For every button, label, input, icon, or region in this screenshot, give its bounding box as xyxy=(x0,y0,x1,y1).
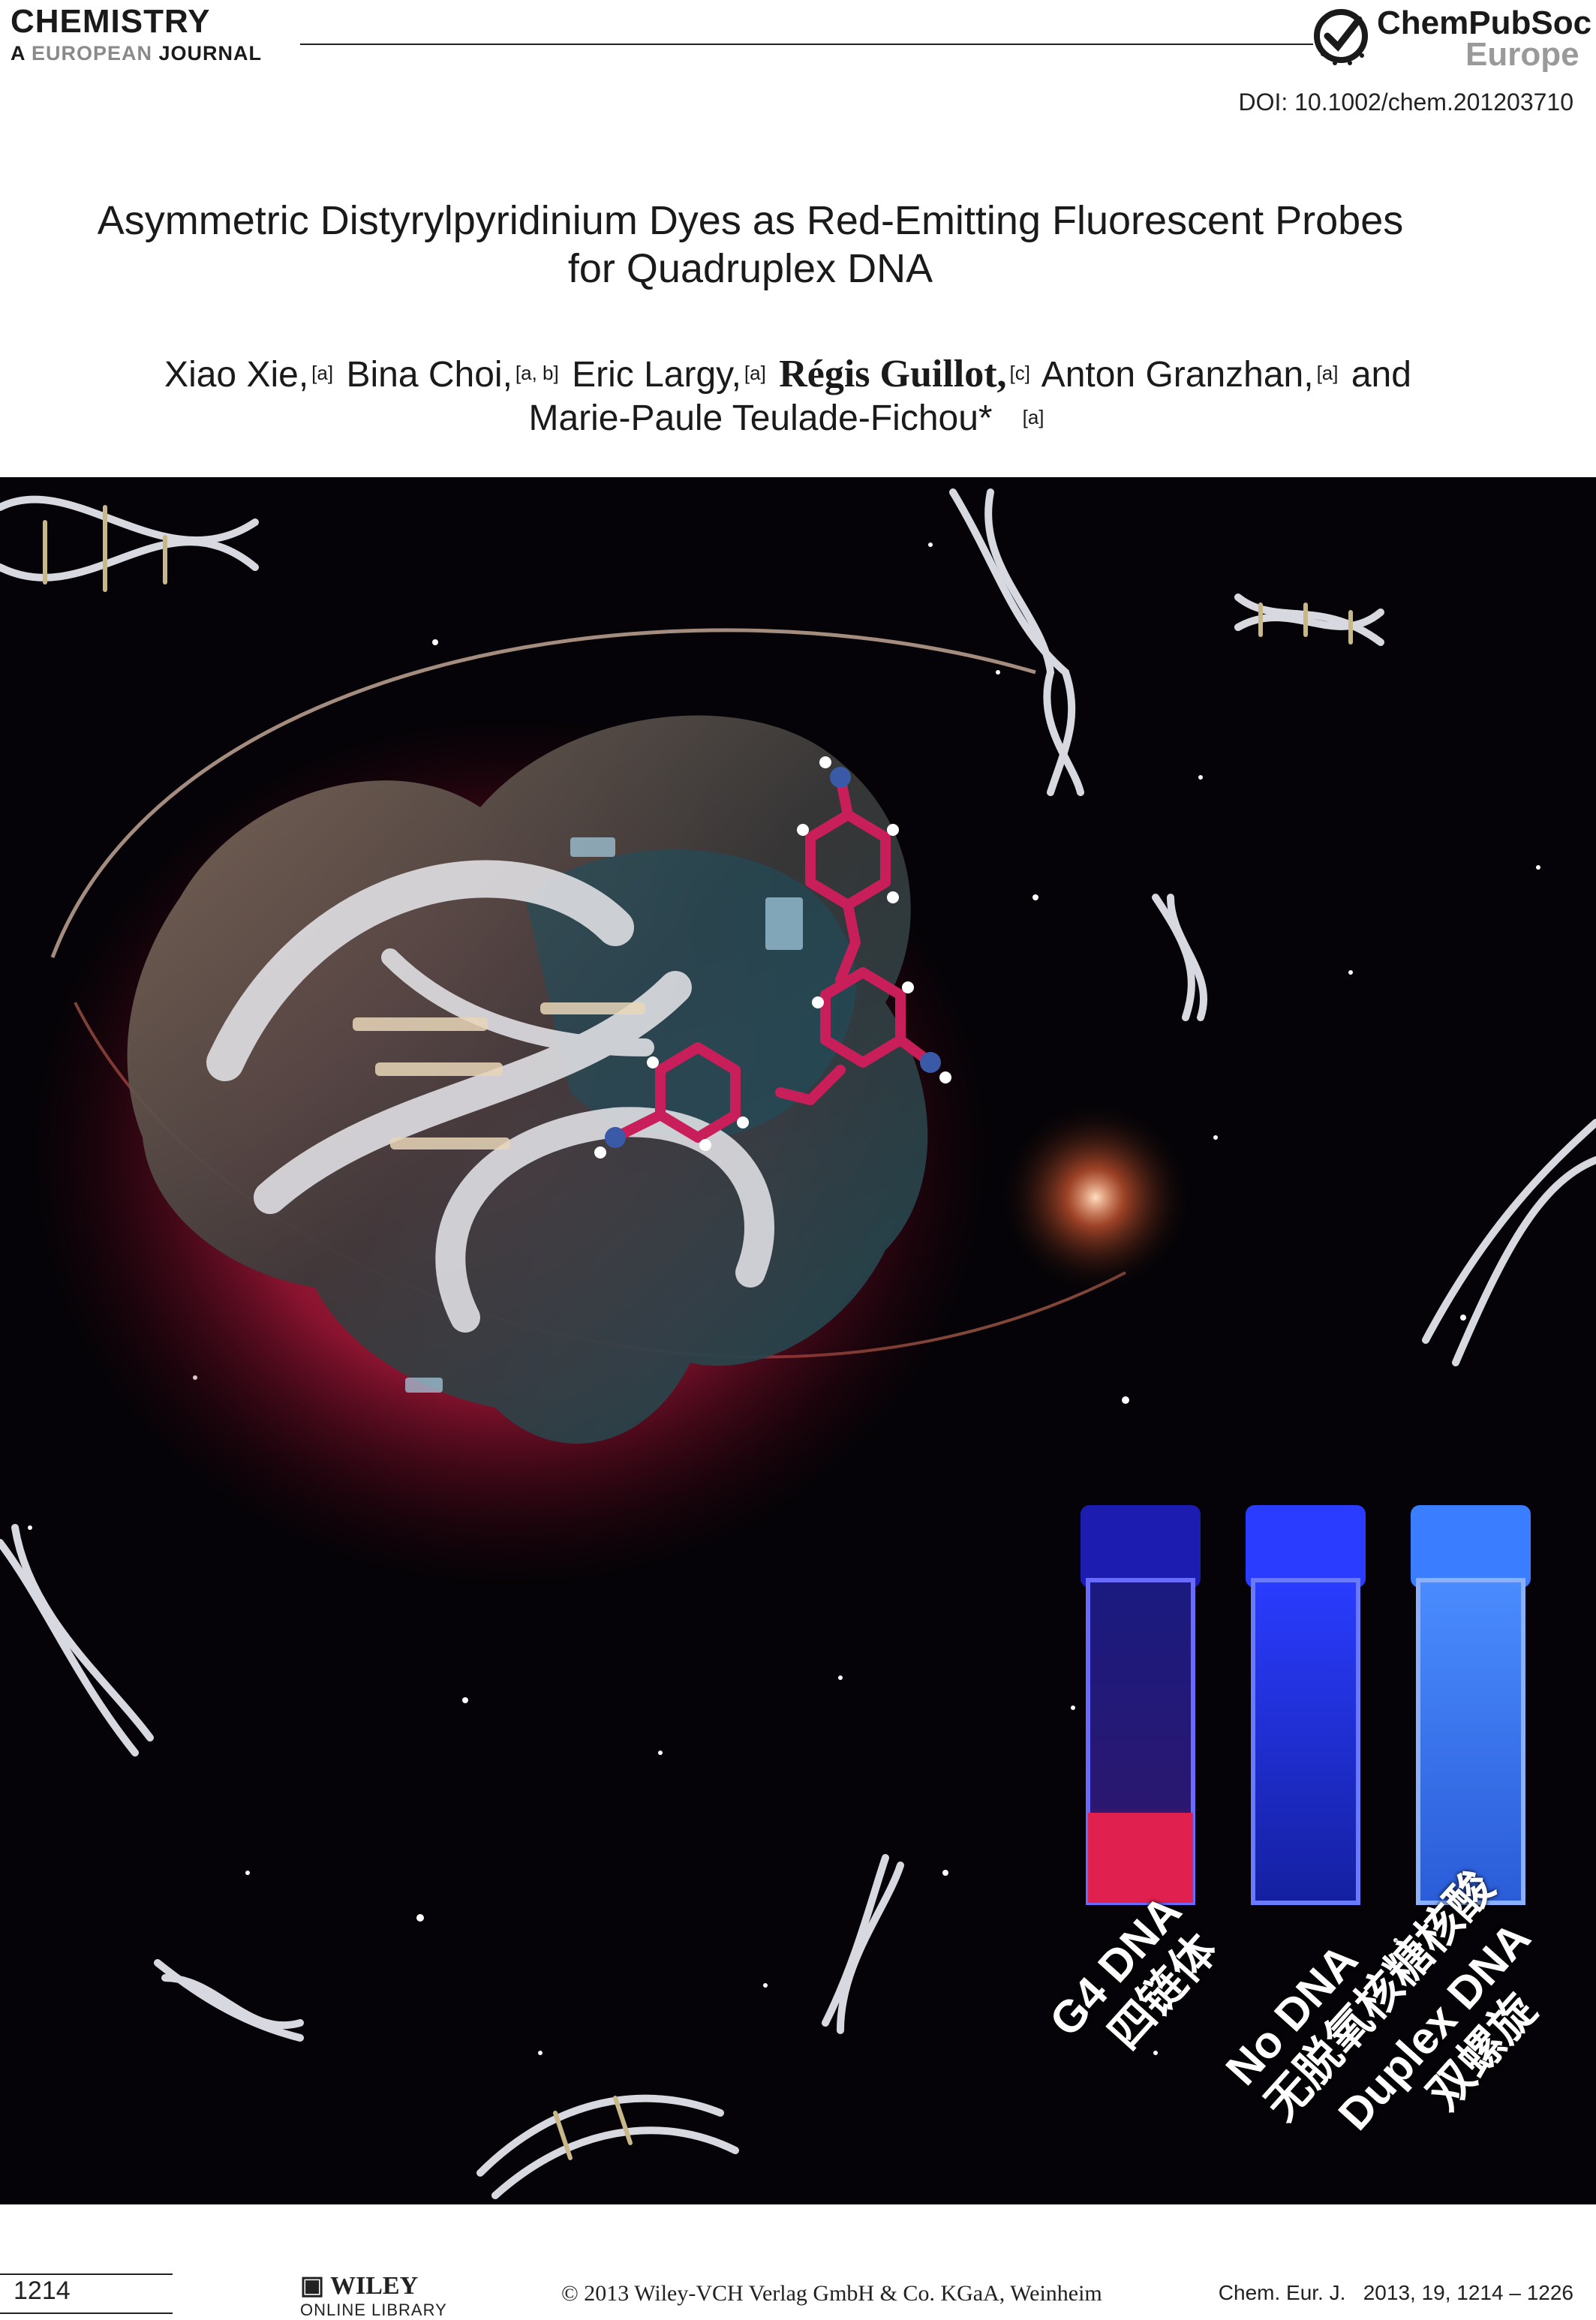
author-affiliation: [c] xyxy=(1009,362,1030,384)
cuvette-group xyxy=(1081,1505,1531,1905)
author-name: Eric Largy, xyxy=(572,355,741,395)
page-number-rule-bottom xyxy=(0,2312,173,2314)
doi-label: DOI: 10.1002/chem.201203710 xyxy=(1238,89,1573,116)
author-name-highlighted: Régis Guillot, xyxy=(779,353,1007,395)
citation: Chem. Eur. J. 2013, 19, 1214 – 1226 xyxy=(1218,2281,1573,2304)
star-field xyxy=(28,542,1540,2055)
cuvette-g4 xyxy=(1081,1505,1201,1905)
publisher-subtitle: Europe xyxy=(1465,36,1579,73)
wiley-subtitle: ONLINE LIBRARY xyxy=(300,2300,447,2319)
cuvette-duplex xyxy=(1411,1505,1531,1905)
author-name: Anton Granzhan, xyxy=(1041,355,1314,395)
author-affiliation: [a] xyxy=(1316,362,1339,384)
cuvette-no-dna xyxy=(1246,1505,1366,1905)
title-line-1: Asymmetric Distyrylpyridinium Dyes as Re… xyxy=(97,198,1404,243)
author-conjunction: and xyxy=(1351,355,1411,395)
author-list: Xiao Xie, [a] Bina Choi, [a, b] Eric Largy… xyxy=(53,353,1523,440)
author-line-2: Marie-Paule Teulade-Fichou* [a] xyxy=(53,397,1523,440)
chempubsoc-emblem-icon xyxy=(1314,9,1368,65)
journal-name: CHEMISTRY xyxy=(11,3,211,40)
header-rule xyxy=(300,44,1313,45)
title-line-2: for Quadruplex DNA xyxy=(567,246,933,291)
author-line-1: Xiao Xie, [a] Bina Choi, [a, b] Eric Largy… xyxy=(53,353,1523,397)
cover-illustration xyxy=(0,488,1596,2199)
page-number-rule-top xyxy=(0,2273,173,2275)
author-name: Marie-Paule Teulade-Fichou* xyxy=(528,398,993,438)
wiley-name: ▣ WILEY xyxy=(300,2272,419,2300)
wiley-emblem-icon: ▣ xyxy=(300,2272,331,2300)
journal-subtitle: A EUROPEAN JOURNAL xyxy=(11,42,263,65)
author-affiliation: [a, b] xyxy=(515,362,559,384)
page-number: 1214 xyxy=(14,2276,71,2305)
author-affiliation: [a] xyxy=(311,362,334,384)
author-name: Bina Choi, xyxy=(346,355,512,395)
journal-logo: CHEMISTRY A EUROPEAN JOURNAL xyxy=(11,5,303,65)
author-affiliation: [a] xyxy=(744,362,766,384)
dna-helix-decorations xyxy=(0,488,1596,2199)
author-affiliation: [a] xyxy=(1022,406,1044,428)
author-name: Xiao Xie, xyxy=(164,355,309,395)
page-footer: 1214 ▣ WILEY ONLINE LIBRARY © 2013 Wiley… xyxy=(0,2243,1596,2320)
publisher-name: ChemPubSoc xyxy=(1377,5,1592,41)
cover-image: G4 DNA 四链体 No DNA 无脱氧核糖核酸 Duplex DNA 双螺旋 xyxy=(0,477,1596,2204)
publisher-logo: ChemPubSoc Europe xyxy=(1309,3,1594,73)
article-title: Asymmetric Distyrylpyridinium Dyes as Re… xyxy=(0,197,1501,293)
copyright: © 2013 Wiley-VCH Verlag GmbH & Co. KGaA,… xyxy=(561,2281,1102,2306)
wiley-logo: ▣ WILEY ONLINE LIBRARY xyxy=(300,2270,447,2320)
